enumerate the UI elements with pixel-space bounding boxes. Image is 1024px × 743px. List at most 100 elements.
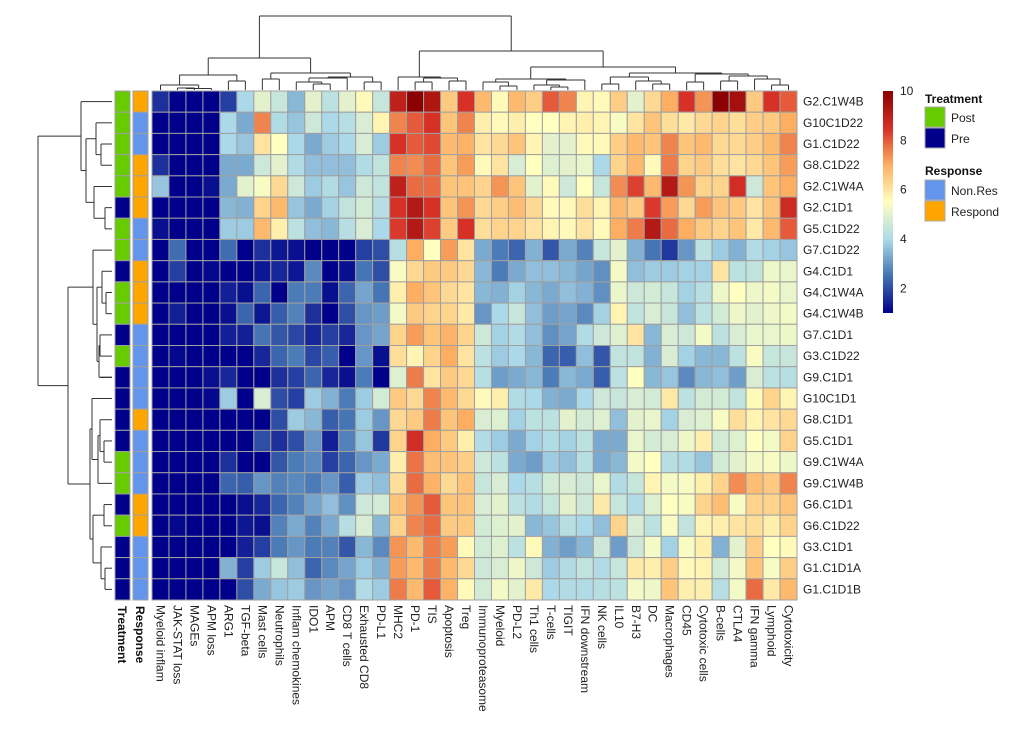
heatmap-cell — [507, 196, 526, 219]
heatmap-cell — [541, 323, 560, 346]
heatmap-cell — [728, 472, 747, 495]
heatmap-cell — [151, 557, 170, 580]
column-label: ARG1 — [221, 605, 235, 638]
heatmap-cell — [474, 111, 492, 134]
heatmap-cell — [660, 578, 679, 601]
heatmap-cell — [524, 387, 543, 410]
heatmap-cell — [440, 535, 459, 559]
heatmap-cell — [575, 387, 594, 410]
colorbar-tick-label: 10 — [900, 84, 914, 98]
heatmap-cell — [338, 217, 357, 240]
heatmap-cell — [406, 281, 425, 304]
treatment-annotation-cell — [114, 408, 131, 431]
heatmap-cell — [575, 132, 594, 156]
heatmap-cell — [592, 238, 611, 262]
heatmap-cell — [711, 514, 730, 537]
heatmap-cell — [474, 535, 492, 559]
heatmap-cell — [372, 323, 391, 346]
heatmap-cell — [609, 387, 628, 410]
heatmap-cell — [236, 472, 255, 495]
annotation-labels: Treatment Response — [115, 606, 147, 664]
response-annotation-cell — [132, 578, 149, 601]
heatmap-cell — [762, 238, 781, 262]
heatmap-cell — [541, 429, 560, 453]
heatmap-cell — [457, 302, 475, 325]
heatmap-cell — [694, 154, 713, 177]
heatmap-cell — [507, 345, 526, 368]
column-label: JAK-STAT loss — [170, 605, 184, 684]
heatmap-cell — [423, 429, 442, 453]
heatmap-cell — [304, 196, 323, 219]
heatmap-cell — [202, 111, 221, 134]
heatmap-cell — [219, 345, 238, 368]
column-label: IL10 — [612, 605, 626, 629]
heatmap-cell — [490, 345, 509, 368]
heatmap-cell — [524, 535, 543, 559]
heatmap-cell — [423, 238, 442, 262]
legend-swatch-pre — [924, 127, 946, 149]
heatmap-cell — [490, 535, 509, 559]
heatmap-cell — [236, 111, 255, 134]
heatmap-cell — [592, 472, 611, 495]
heatmap-cell — [321, 196, 340, 219]
heatmap-cell — [558, 175, 577, 198]
heatmap-cell — [660, 557, 679, 580]
heatmap-cell — [168, 302, 187, 325]
heatmap-cell — [338, 514, 357, 537]
heatmap-cell — [355, 345, 374, 368]
heatmap-cell — [287, 175, 306, 198]
heatmap-cell — [779, 196, 798, 219]
heatmap-cell — [677, 281, 696, 304]
heatmap-cell — [389, 493, 408, 516]
heatmap-cell — [406, 175, 425, 198]
heatmap-cell — [575, 345, 594, 368]
heatmap-cell — [236, 238, 255, 262]
heatmap-cell — [457, 557, 475, 580]
heatmap-cell — [643, 578, 662, 601]
heatmap-cell — [168, 90, 187, 113]
row-label: G2.C1W4A — [803, 179, 864, 193]
heatmap-cell — [253, 535, 272, 559]
column-label: TIGIT — [561, 605, 575, 636]
heatmap-cell — [270, 302, 289, 325]
heatmap-cell — [609, 408, 628, 431]
heatmap-cell — [626, 111, 645, 134]
heatmap-cell — [694, 366, 713, 389]
heatmap-cell — [490, 493, 509, 516]
heatmap-cell — [575, 217, 594, 240]
heatmap-cell — [558, 387, 577, 410]
heatmap-cell — [168, 578, 187, 601]
heatmap-cell — [406, 196, 425, 219]
heatmap-cell — [270, 345, 289, 368]
heatmap-cell — [151, 238, 170, 262]
heatmap-cell — [202, 132, 221, 156]
heatmap-cell — [372, 557, 391, 580]
column-label: IDO1 — [306, 605, 320, 633]
treatment-annotation-cell — [114, 451, 131, 474]
heatmap-cell — [423, 557, 442, 580]
heatmap-cell — [202, 472, 221, 495]
heatmap-cell — [660, 90, 679, 113]
heatmap-cell — [151, 111, 170, 134]
treatment-annotation-cell — [114, 429, 131, 453]
heatmap-cell — [694, 111, 713, 134]
heatmap-cell — [287, 238, 306, 262]
heatmap-cell — [219, 323, 238, 346]
row-label: G7.C1D1 — [803, 328, 853, 342]
heatmap-cell — [677, 111, 696, 134]
heatmap-cell — [711, 260, 730, 283]
heatmap-cell — [219, 429, 238, 453]
heatmap-cell — [541, 196, 560, 219]
heatmap-cell — [677, 451, 696, 474]
heatmap-cell — [592, 345, 611, 368]
heatmap-cell — [304, 387, 323, 410]
heatmap-cell — [762, 345, 781, 368]
heatmap-cell — [423, 217, 442, 240]
heatmap-cell — [355, 493, 374, 516]
heatmap-cell — [236, 196, 255, 219]
heatmap-cell — [677, 578, 696, 601]
heatmap-cell — [202, 366, 221, 389]
heatmap-cell — [338, 472, 357, 495]
heatmap-cell — [745, 154, 764, 177]
heatmap-cell — [236, 514, 255, 537]
